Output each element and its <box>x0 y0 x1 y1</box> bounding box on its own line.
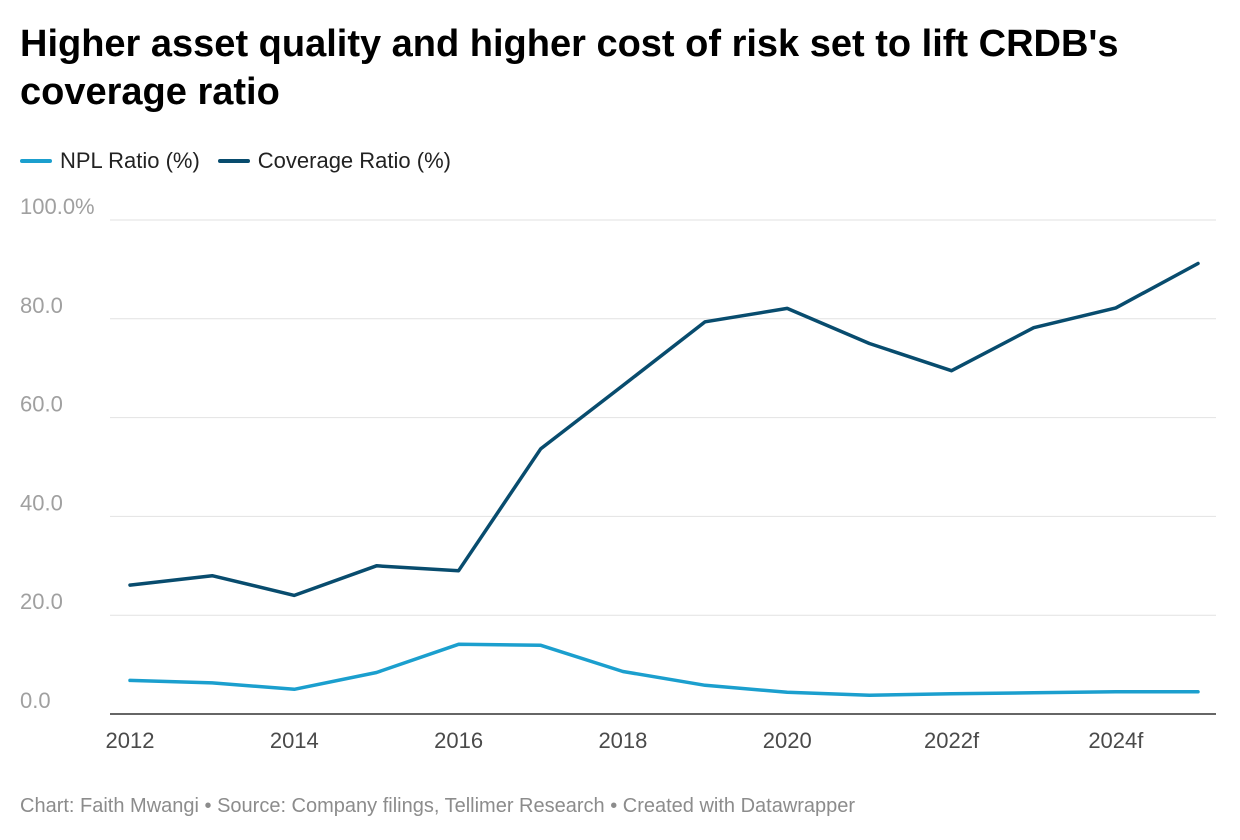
y-tick-label: 100.0% <box>20 194 95 219</box>
y-tick-label: 0.0 <box>20 688 51 713</box>
y-tick-label: 40.0 <box>20 490 63 515</box>
x-tick-label: 2024f <box>1088 728 1144 753</box>
x-tick-label: 2022f <box>924 728 980 753</box>
x-tick-label: 2014 <box>270 728 319 753</box>
legend-label-npl-ratio: NPL Ratio (%) <box>60 148 200 173</box>
x-tick-label: 2016 <box>434 728 483 753</box>
line-chart: 0.0 20.0 40.0 60.0 80.0 100.0% 2012 2014 2016 201… <box>20 194 1216 753</box>
coverage-ratio-line <box>128 261 1200 598</box>
npl-ratio-line <box>128 642 1200 697</box>
x-tick-label: 2020 <box>763 728 812 753</box>
chart-title: Higher asset quality and higher cost of … <box>20 23 1119 113</box>
legend-item-npl-ratio: NPL Ratio (%) <box>20 148 200 174</box>
y-tick-label: 20.0 <box>20 589 63 614</box>
x-tick-label: 2018 <box>598 728 647 753</box>
legend-label-coverage-ratio: Coverage Ratio (%) <box>257 148 451 173</box>
x-tick-label: 2012 <box>106 728 155 753</box>
legend: NPL Ratio (%) Coverage Ratio (%) <box>20 148 469 174</box>
legend-swatch-npl-ratio <box>20 159 52 163</box>
chart-footer: Chart: Faith Mwangi • Source: Company fi… <box>20 795 856 817</box>
y-tick-label: 80.0 <box>20 293 63 318</box>
y-tick-label: 60.0 <box>20 392 63 417</box>
legend-swatch-coverage-ratio <box>217 159 250 163</box>
legend-item-coverage-ratio: Coverage Ratio (%) <box>217 148 451 174</box>
